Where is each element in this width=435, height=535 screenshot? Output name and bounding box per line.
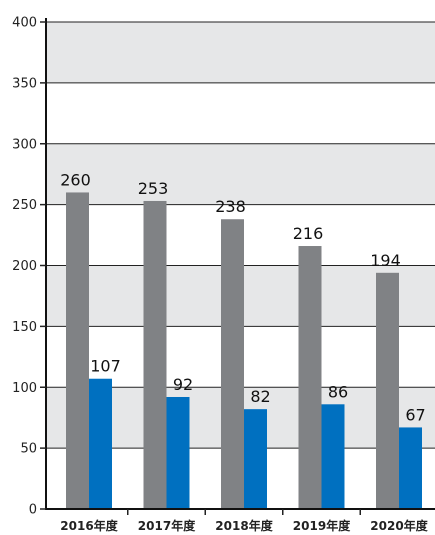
bar-series-0: [298, 246, 322, 509]
y-tick-label: 400: [12, 16, 37, 31]
bar-series-1: [399, 427, 422, 509]
bar-series-1: [321, 404, 345, 509]
x-axis-ticks: 2016年度 2017年度 2018年度 2019年度 2020年度: [60, 509, 429, 533]
y-tick-label: 0: [29, 503, 37, 518]
data-label: 92: [173, 375, 193, 394]
data-label: 67: [405, 405, 425, 424]
x-tick-label: 2020年度: [370, 518, 428, 533]
bar-series-0: [66, 192, 89, 509]
y-tick-label: 300: [12, 137, 37, 152]
bar-series-1: [244, 409, 267, 509]
data-label: 238: [215, 197, 246, 216]
x-tick-label: 2017年度: [138, 518, 196, 533]
y-tick-label: 250: [12, 198, 37, 213]
data-label: 107: [90, 357, 121, 376]
axes: [45, 18, 435, 510]
y-tick-label: 50: [20, 442, 37, 457]
y-tick-label: 100: [12, 381, 37, 396]
data-label: 253: [138, 179, 169, 198]
data-label: 194: [370, 251, 401, 270]
background-band: [46, 143, 435, 205]
data-label: 86: [328, 382, 348, 401]
x-tick-label: 2016年度: [60, 518, 118, 533]
y-axis-ticks: 0 50 100 150 200 250 300 350 400: [12, 16, 46, 518]
data-label: 260: [60, 170, 91, 189]
data-label: 82: [250, 387, 270, 406]
x-tick-label: 2019年度: [293, 518, 351, 533]
bar-series-0: [143, 200, 167, 509]
background-band: [46, 22, 435, 83]
data-label: 216: [293, 224, 324, 243]
bar-series-1: [166, 396, 190, 509]
y-tick-label: 150: [12, 320, 37, 335]
bars: [66, 192, 422, 510]
bar-series-0: [376, 272, 399, 509]
data-labels: 260 107 253 92 238 82 216 86 194 67: [60, 170, 425, 424]
bar-series-0: [221, 219, 244, 510]
bar-series-1: [89, 378, 112, 509]
y-tick-label: 350: [12, 76, 37, 91]
y-tick-label: 200: [12, 259, 37, 274]
x-tick-label: 2018年度: [215, 518, 273, 533]
